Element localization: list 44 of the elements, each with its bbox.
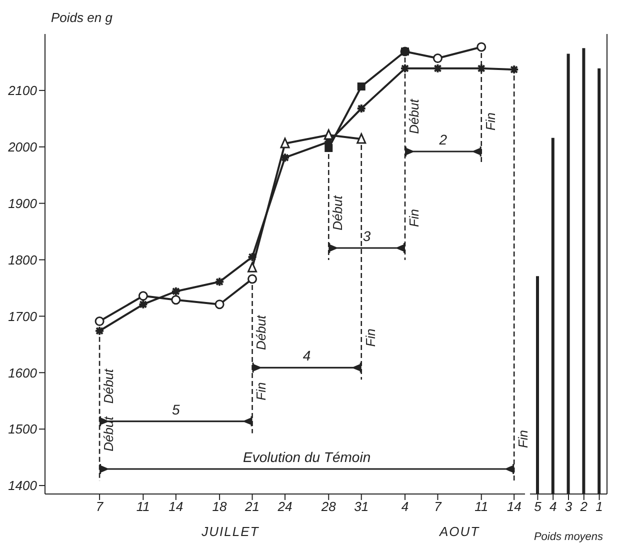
x-tick-label: 31 — [354, 499, 369, 514]
x-tick-label: 3 — [564, 499, 573, 514]
x-tick-label: 11 — [474, 499, 488, 514]
x-tick-label: 5 — [534, 499, 542, 514]
x-axis-title: Poids moyens — [534, 531, 604, 543]
annotation: Fin — [516, 430, 531, 448]
y-tick-label: 1700 — [8, 308, 38, 324]
x-tick-label: 2 — [579, 499, 588, 514]
annotation: Fin — [482, 112, 498, 131]
annotation: Début — [100, 368, 116, 404]
x-tick-label: 1 — [596, 499, 603, 514]
y-tick-label: 2000 — [7, 140, 38, 154]
x-tick-label: 24 — [276, 499, 292, 514]
annotation: 4 — [302, 348, 311, 364]
x-tick-label: 11 — [136, 499, 150, 514]
y-tick-label: 1500 — [8, 422, 38, 437]
y-tick-label: 1600 — [8, 365, 38, 380]
y-tick-label: 1900 — [8, 196, 38, 211]
annotation: Evolution du Témoin — [243, 449, 371, 465]
x-tick-label: 14 — [506, 499, 522, 514]
x-tick-label: 7 — [434, 499, 442, 514]
annotation: 2 — [438, 131, 448, 148]
annotation: Début — [254, 314, 269, 350]
annotation: 3 — [362, 228, 371, 244]
text: AOUT — [438, 524, 480, 539]
annotation: Fin — [362, 328, 378, 347]
x-tick-label: 28 — [320, 499, 337, 514]
y-tick-label: 2100 — [7, 83, 38, 98]
annotation: Fin — [406, 208, 422, 228]
x-tick-label: 18 — [212, 499, 228, 514]
annotation: Fin — [254, 382, 269, 400]
annotation: Début — [100, 415, 116, 452]
x-tick-label: 21 — [244, 499, 260, 514]
x-tick-label: 4 — [401, 499, 409, 514]
y-tick-label: 1400 — [8, 478, 38, 494]
x-tick-label: 7 — [96, 499, 104, 514]
annotation: Début — [330, 194, 346, 230]
annotation: Début — [406, 98, 422, 134]
annotation: 5 — [172, 401, 180, 418]
text: JUILLET — [200, 524, 260, 539]
y-tick-label: 1800 — [8, 252, 38, 268]
x-tick-label: 4 — [549, 499, 557, 514]
x-tick-label: 14 — [168, 499, 184, 514]
y-axis-title: Poids en g — [51, 10, 114, 25]
